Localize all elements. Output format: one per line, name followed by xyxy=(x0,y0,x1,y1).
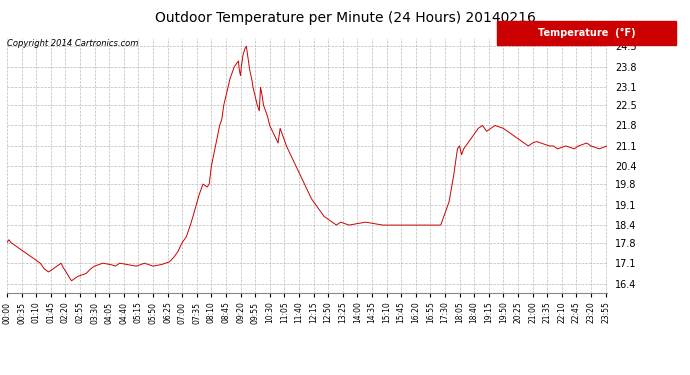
Text: Copyright 2014 Cartronics.com: Copyright 2014 Cartronics.com xyxy=(7,39,138,48)
Text: Temperature  (°F): Temperature (°F) xyxy=(538,28,635,38)
Text: Outdoor Temperature per Minute (24 Hours) 20140216: Outdoor Temperature per Minute (24 Hours… xyxy=(155,11,535,25)
